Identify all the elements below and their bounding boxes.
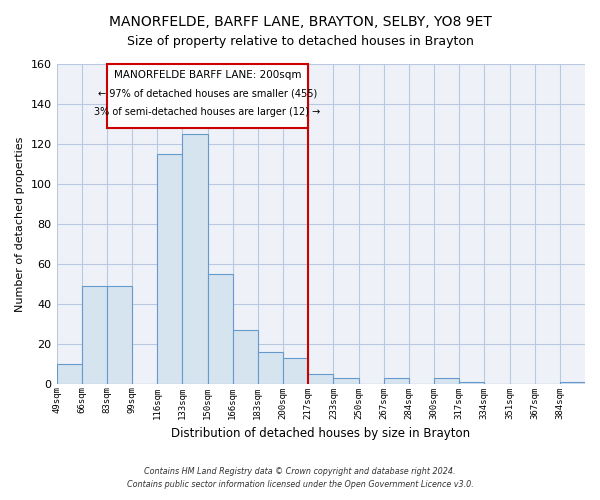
- Bar: [383, 378, 409, 384]
- Text: MANORFELDE, BARFF LANE, BRAYTON, SELBY, YO8 9ET: MANORFELDE, BARFF LANE, BRAYTON, SELBY, …: [109, 15, 491, 29]
- X-axis label: Distribution of detached houses by size in Brayton: Distribution of detached houses by size …: [171, 427, 470, 440]
- Text: 3% of semi-detached houses are larger (12) →: 3% of semi-detached houses are larger (1…: [94, 106, 320, 117]
- Bar: [233, 330, 258, 384]
- Text: Size of property relative to detached houses in Brayton: Size of property relative to detached ho…: [127, 35, 473, 48]
- Y-axis label: Number of detached properties: Number of detached properties: [15, 136, 25, 312]
- Bar: [208, 274, 233, 384]
- Bar: [56, 364, 82, 384]
- Bar: [157, 154, 182, 384]
- Text: MANORFELDE BARFF LANE: 200sqm: MANORFELDE BARFF LANE: 200sqm: [114, 70, 301, 80]
- FancyBboxPatch shape: [107, 64, 308, 128]
- Bar: [308, 374, 334, 384]
- Bar: [82, 286, 107, 384]
- Bar: [182, 134, 208, 384]
- Bar: [334, 378, 359, 384]
- Bar: [283, 358, 308, 384]
- Bar: [434, 378, 459, 384]
- Bar: [560, 382, 585, 384]
- Bar: [258, 352, 283, 384]
- Bar: [107, 286, 132, 384]
- Bar: [459, 382, 484, 384]
- Text: ← 97% of detached houses are smaller (455): ← 97% of detached houses are smaller (45…: [98, 88, 317, 99]
- Text: Contains HM Land Registry data © Crown copyright and database right 2024.
Contai: Contains HM Land Registry data © Crown c…: [127, 468, 473, 489]
